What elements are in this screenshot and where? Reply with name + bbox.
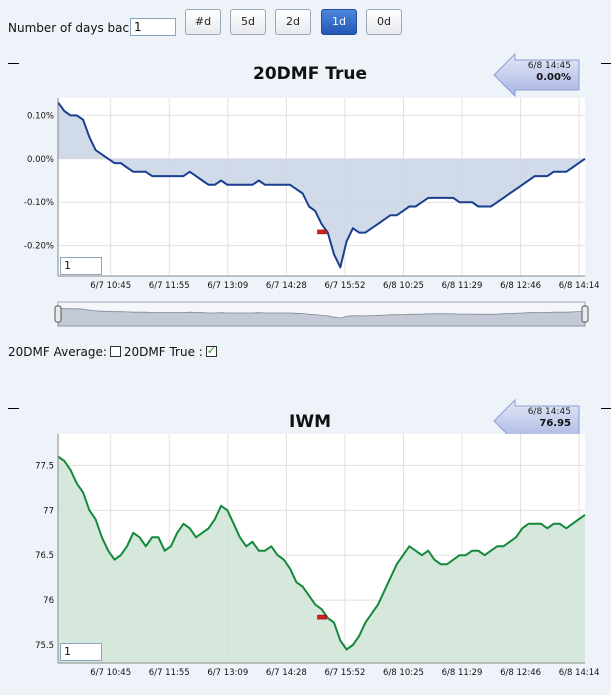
chart2-plot: 6/7 10:45 6/7 11:55 6/7 13:09 6/7 14:28 6/7 … [35, 434, 600, 678]
days-back-input[interactable]: 1 [130, 18, 176, 36]
chart1-x-tick: 6/7 15:52 [324, 281, 365, 291]
chart1-x-tick: 6/7 11:55 [149, 281, 190, 291]
chart1-x-tick: 6/8 10:25 [383, 281, 424, 291]
chart1-x-tick: 6/7 13:09 [207, 281, 248, 291]
avg-legend-label: 20DMF Average: [8, 345, 107, 359]
chart2-x-tick: 6/7 11:55 [149, 668, 190, 678]
chart1-crosshair-marker[interactable] [317, 229, 327, 235]
collapse-left-dash[interactable] [8, 63, 19, 64]
chart2-series-line [57, 455, 586, 651]
chart1-y-tick: 0.00% [27, 155, 54, 165]
navigator-left-handle[interactable] [54, 305, 62, 323]
navigator-right-handle[interactable] [581, 305, 589, 323]
chart2-x-tick: 6/8 11:29 [442, 668, 483, 678]
true-checkbox[interactable] [205, 344, 217, 357]
chart2-x-tick: 6/8 12:46 [500, 668, 541, 678]
chart1-x-tick: 6/8 12:46 [500, 281, 541, 291]
chart2-crosshair-marker[interactable] [317, 614, 327, 620]
collapse-right-dash[interactable] [601, 63, 611, 64]
chart1-x-tick: 6/8 14:14 [559, 281, 600, 291]
chart1-x-tick: 6/7 14:28 [266, 281, 307, 291]
chart2-callout-time: 6/8 14:45 [527, 407, 571, 417]
chart1-callout-arrow-icon [493, 52, 580, 98]
chart1-y-tick: -0.10% [24, 198, 54, 208]
range-button-5d[interactable]: 5d [230, 9, 266, 35]
chart2-x-tick: 6/7 10:45 [90, 668, 131, 678]
chart2-x-tick: 6/8 10:25 [383, 668, 424, 678]
chart2-x-tick: 6/7 15:52 [324, 668, 365, 678]
chart2-y-tick: 76 [43, 596, 54, 606]
chart2-y-tick: 77 [43, 506, 54, 516]
chart2-y-tick: 77.5 [35, 461, 54, 471]
range-navigator[interactable] [0, 296, 611, 332]
avg-checkbox[interactable] [109, 346, 121, 357]
chart1-plot: 6/7 10:45 6/7 11:55 6/7 13:09 6/7 14:28 6/7 … [24, 98, 600, 291]
true-legend-label: 20DMF True : [123, 345, 203, 359]
chart1-callout-value: 0.00% [536, 72, 571, 83]
series-legend: 20DMF Average: 20DMF True : [8, 344, 220, 359]
chart2-x-tick: 6/7 14:28 [266, 668, 307, 678]
chart1-callout: 6/8 14:45 0.00% [493, 52, 581, 98]
chart1-title: 20DMF True [253, 64, 367, 84]
chart2-area [58, 456, 585, 663]
chart2-zoom-input[interactable]: 1 [60, 643, 102, 661]
collapse-left-dash-2[interactable] [8, 408, 19, 409]
chart2-y-tick: 76.5 [35, 551, 54, 561]
chart1-x-tick: 6/7 10:45 [90, 281, 131, 291]
range-button-custom[interactable]: #d [185, 9, 221, 35]
range-button-2d[interactable]: 2d [275, 9, 311, 35]
chart1-callout-time: 6/8 14:45 [527, 61, 571, 71]
range-button-0d[interactable]: 0d [366, 9, 402, 35]
chart2-x-tick: 6/8 14:14 [559, 668, 600, 678]
collapse-right-dash-2[interactable] [601, 408, 611, 409]
range-button-1d[interactable]: 1d [321, 9, 357, 35]
days-back-label: Number of days back: [8, 21, 141, 35]
chart2-x-tick: 6/7 13:09 [207, 668, 248, 678]
chart1-y-tick: -0.20% [24, 242, 54, 252]
chart1-y-tick: 0.10% [27, 111, 54, 121]
navigator-area [57, 307, 586, 327]
toolbar: Number of days back: 1 #d 5d 2d 1d 0d [0, 0, 611, 40]
chart2-y-tick: 75.5 [35, 641, 54, 651]
chart2-title: IWM [289, 412, 331, 432]
chart1-x-tick: 6/8 11:29 [442, 281, 483, 291]
chart1-area [58, 102, 585, 268]
chart1-zoom-input[interactable]: 1 [60, 257, 102, 275]
chart2-callout-value: 76.95 [539, 418, 571, 429]
chart1-series-line [57, 101, 586, 269]
